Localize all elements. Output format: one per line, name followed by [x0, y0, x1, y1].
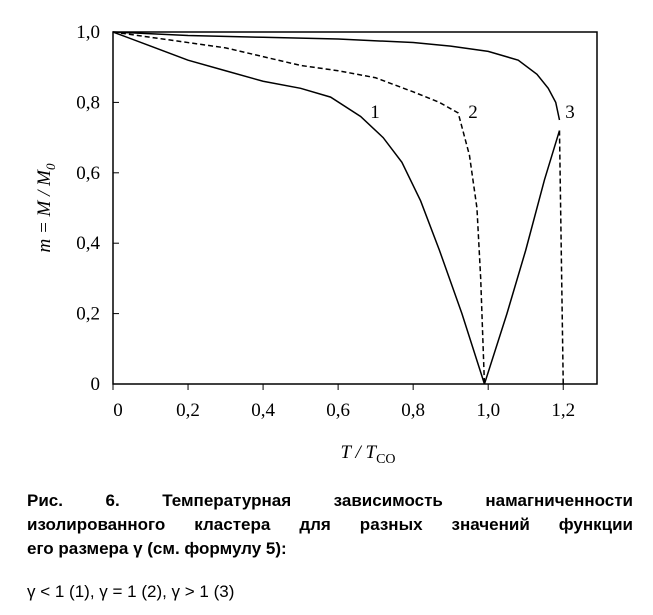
y-axis-label: m = M / M0	[34, 163, 58, 252]
curve	[112, 31, 486, 385]
y-tick-label: 0,4	[76, 233, 100, 254]
x-tick-label: 0,8	[401, 400, 425, 421]
y-tick-label: 0	[91, 374, 101, 395]
y-tick-label: 1,0	[76, 22, 100, 43]
curve	[483, 130, 561, 385]
x-tick-label: 1,2	[551, 400, 575, 421]
curve	[558, 130, 564, 385]
curve	[112, 31, 486, 385]
x-tick-label: 0,2	[176, 400, 200, 421]
curve	[112, 31, 561, 121]
chart: m = M / M0 T / TCO 00,20,40,60,81,00 0,2 0…	[34, 22, 598, 467]
x-label-sub: CO	[376, 452, 395, 467]
caption-note: γ < 1 (1), γ = 1 (2), γ > 1 (3)	[27, 582, 235, 601]
curve-label: 2	[468, 102, 478, 123]
x-axis-label: T / TCO	[340, 442, 395, 467]
caption-line: изолированного кластера для разных значе…	[27, 515, 633, 534]
x-tick-label: 0,6	[326, 400, 350, 421]
plot-frame	[112, 31, 598, 385]
x-label-main: T / T	[340, 442, 377, 463]
x-tick-label: 0,4	[251, 400, 275, 421]
y-label-sub: 0	[43, 163, 58, 170]
caption-line: его размера γ (см. формулу 5):	[27, 539, 287, 558]
y-tick-label: 0,2	[76, 304, 100, 325]
x-tick-label: 1,0	[476, 400, 500, 421]
x-tick-label: 0	[113, 400, 123, 421]
y-tick-label: 0,6	[76, 163, 100, 184]
y-label-main: m = M / M	[34, 169, 55, 253]
curve-label: 3	[565, 102, 575, 123]
y-tick-label: 0,8	[76, 92, 100, 113]
curve-label: 1	[370, 102, 380, 123]
caption-line: Рис. 6. Температурная зависимость намагн…	[27, 491, 633, 510]
